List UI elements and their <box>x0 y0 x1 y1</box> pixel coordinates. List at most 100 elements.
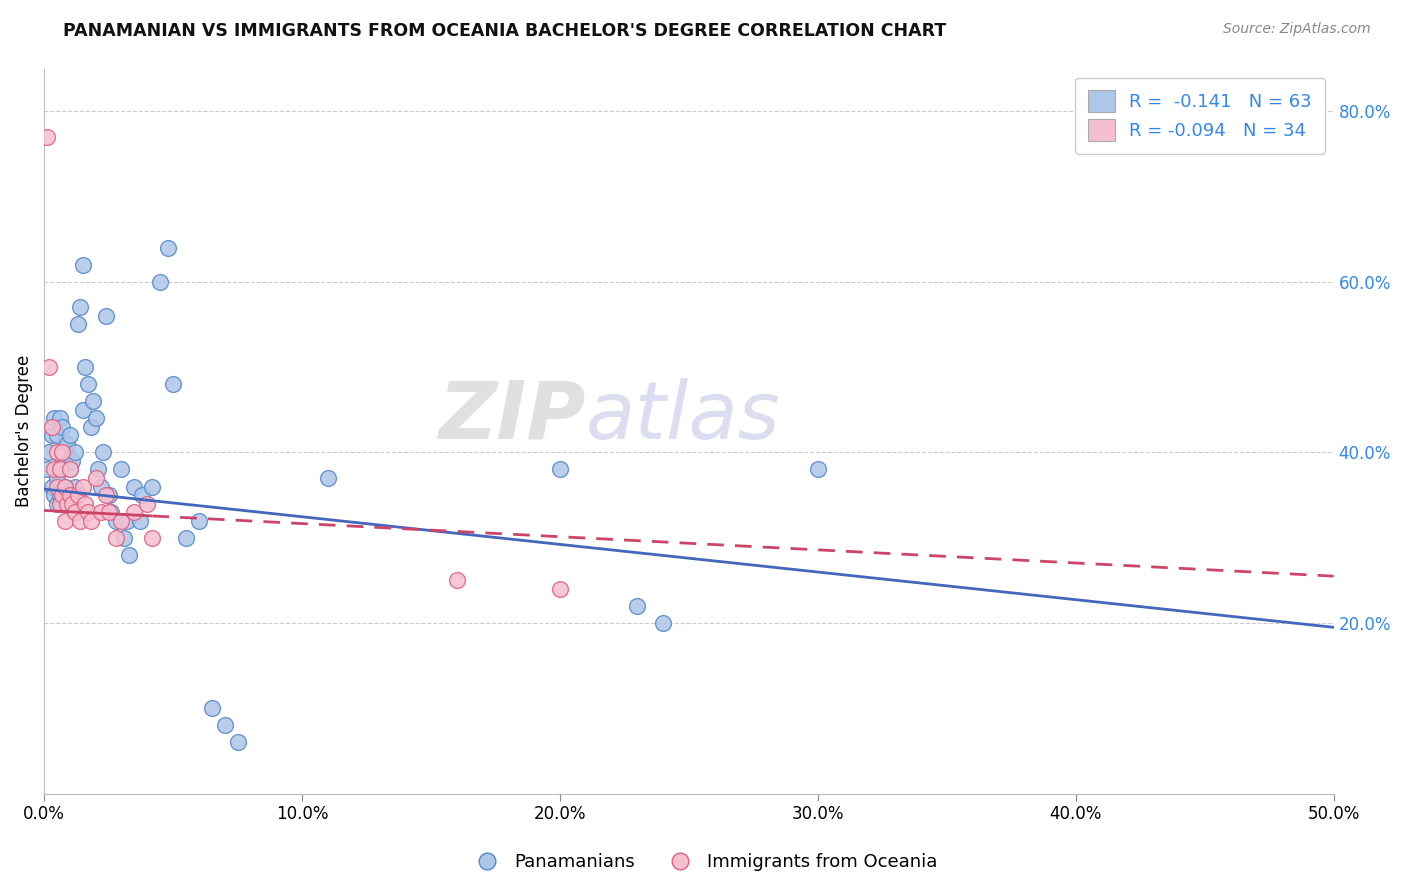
Point <box>41 428 63 442</box>
Point <box>90 505 112 519</box>
Legend: R =  -0.141   N = 63, R = -0.094   N = 34: R = -0.141 N = 63, R = -0.094 N = 34 <box>1076 78 1324 154</box>
Point <box>53 479 76 493</box>
Point <box>626 599 648 613</box>
Point <box>66 318 89 332</box>
Point <box>48 411 70 425</box>
Point <box>62 497 84 511</box>
Point <box>72 258 94 272</box>
Legend: Panamanians, Immigrants from Oceania: Panamanians, Immigrants from Oceania <box>461 847 945 879</box>
Point <box>75 360 97 375</box>
Point <box>77 505 100 519</box>
Point <box>48 497 70 511</box>
Point <box>652 615 675 630</box>
Point <box>118 548 141 562</box>
Point <box>72 479 94 493</box>
Point <box>51 454 73 468</box>
Point <box>110 462 132 476</box>
Point <box>124 479 146 493</box>
Point <box>807 462 830 476</box>
Point <box>97 488 120 502</box>
Text: PANAMANIAN VS IMMIGRANTS FROM OCEANIA BACHELOR'S DEGREE CORRELATION CHART: PANAMANIAN VS IMMIGRANTS FROM OCEANIA BA… <box>63 22 946 40</box>
Point <box>90 479 112 493</box>
Point <box>214 718 236 732</box>
Point <box>136 497 159 511</box>
Point <box>35 462 58 476</box>
Point <box>59 428 82 442</box>
Y-axis label: Bachelor's Degree: Bachelor's Degree <box>15 355 32 508</box>
Point <box>128 514 150 528</box>
Text: Source: ZipAtlas.com: Source: ZipAtlas.com <box>1223 22 1371 37</box>
Point <box>56 437 79 451</box>
Point <box>77 377 100 392</box>
Point <box>105 514 128 528</box>
Point <box>51 497 73 511</box>
Point <box>94 309 117 323</box>
Point <box>46 471 69 485</box>
Point <box>48 462 70 476</box>
Point <box>162 377 184 392</box>
Point <box>62 454 84 468</box>
Point <box>84 471 107 485</box>
Point <box>79 514 101 528</box>
Point <box>63 505 86 519</box>
Point <box>187 514 209 528</box>
Point <box>51 445 73 459</box>
Point <box>75 497 97 511</box>
Point <box>97 505 120 519</box>
Point <box>156 241 179 255</box>
Point <box>35 129 58 144</box>
Point <box>56 497 79 511</box>
Point <box>105 531 128 545</box>
Point <box>100 505 122 519</box>
Text: atlas: atlas <box>586 377 780 456</box>
Point <box>63 445 86 459</box>
Point <box>44 462 66 476</box>
Point <box>66 488 89 502</box>
Point <box>46 479 69 493</box>
Point <box>48 488 70 502</box>
Point <box>84 411 107 425</box>
Point <box>226 735 249 749</box>
Point <box>46 497 69 511</box>
Point <box>59 488 82 502</box>
Point <box>149 275 172 289</box>
Point <box>131 488 153 502</box>
Point <box>59 488 82 502</box>
Point <box>44 488 66 502</box>
Point <box>53 514 76 528</box>
Point <box>59 462 82 476</box>
Point <box>82 394 104 409</box>
Point <box>59 462 82 476</box>
Point <box>41 420 63 434</box>
Point <box>94 488 117 502</box>
Point <box>48 462 70 476</box>
Point <box>69 514 91 528</box>
Point <box>115 514 138 528</box>
Text: ZIP: ZIP <box>439 377 586 456</box>
Point <box>141 531 163 545</box>
Point <box>87 462 110 476</box>
Point <box>38 360 60 375</box>
Point <box>548 582 571 596</box>
Point <box>79 420 101 434</box>
Point <box>93 445 115 459</box>
Point <box>174 531 197 545</box>
Point <box>110 514 132 528</box>
Point <box>44 411 66 425</box>
Point <box>56 497 79 511</box>
Point <box>72 402 94 417</box>
Point <box>201 701 224 715</box>
Point <box>63 479 86 493</box>
Point <box>51 488 73 502</box>
Point <box>112 531 135 545</box>
Point <box>446 574 468 588</box>
Point <box>41 479 63 493</box>
Point <box>62 497 84 511</box>
Point <box>53 445 76 459</box>
Point <box>38 445 60 459</box>
Point <box>548 462 571 476</box>
Point <box>124 505 146 519</box>
Point <box>51 420 73 434</box>
Point <box>46 445 69 459</box>
Point <box>46 428 69 442</box>
